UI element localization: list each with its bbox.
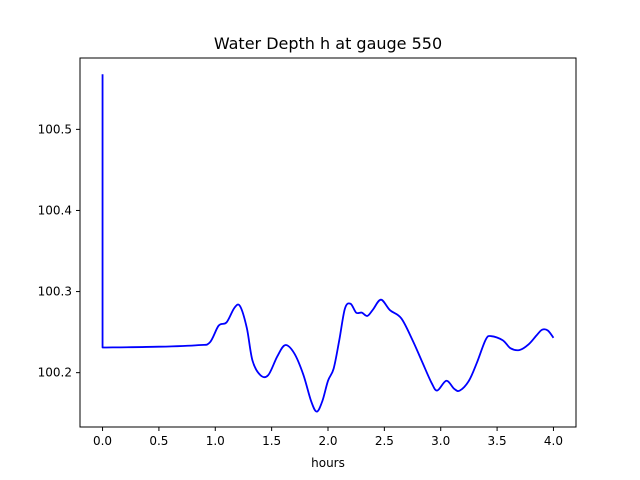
x-tick-label: 3.0 <box>431 434 450 448</box>
x-tick-label: 4.0 <box>544 434 563 448</box>
x-tick-label: 2.5 <box>375 434 394 448</box>
x-tick-label: 1.0 <box>206 434 225 448</box>
series-layer <box>101 74 555 413</box>
x-tick-label: 1.5 <box>262 434 281 448</box>
y-axis: 100.2 100.3 100.4 100.5 <box>38 122 80 380</box>
series-line <box>101 74 555 413</box>
x-axis: 0.0 0.5 1.0 1.5 2.0 2.5 3.0 3.5 4.0 <box>93 427 563 448</box>
y-tick-label: 100.4 <box>38 203 72 217</box>
y-tick-label: 100.2 <box>38 366 72 380</box>
y-tick-label: 100.3 <box>38 285 72 299</box>
chart-title: Water Depth h at gauge 550 <box>214 34 442 53</box>
x-tick-label: 0.0 <box>93 434 112 448</box>
y-tick-label: 100.5 <box>38 122 72 136</box>
x-tick-label: 0.5 <box>149 434 168 448</box>
x-axis-label: hours <box>311 456 345 470</box>
x-tick-label: 3.5 <box>488 434 507 448</box>
x-tick-label: 2.0 <box>318 434 337 448</box>
